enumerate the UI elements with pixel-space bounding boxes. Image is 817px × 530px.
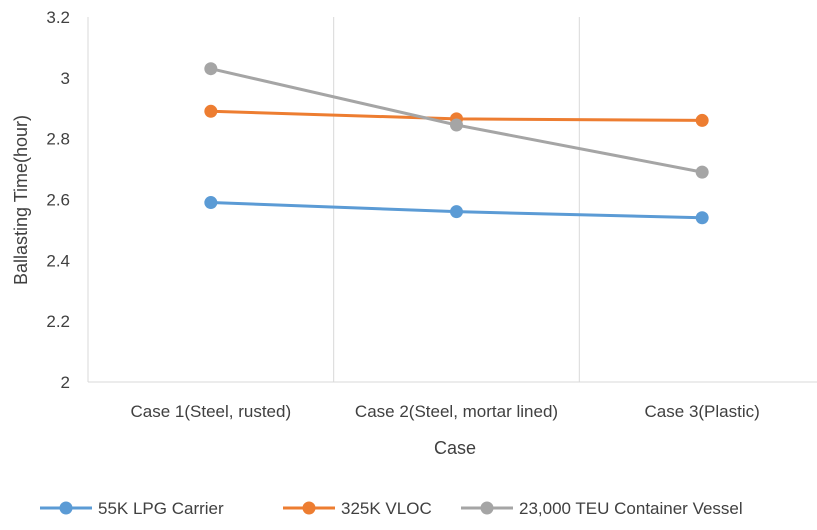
legend-label: 55K LPG Carrier (98, 499, 224, 518)
y-tick-label: 3.2 (46, 8, 70, 27)
x-axis-ticks: Case 1(Steel, rusted) Case 2(Steel, morta… (131, 402, 760, 421)
y-tick-label: 2.4 (46, 251, 70, 270)
x-tick-label: Case 1(Steel, rusted) (131, 402, 292, 421)
data-point (204, 196, 218, 210)
y-tick-label: 2.8 (46, 130, 70, 149)
y-tick-label: 2.6 (46, 191, 70, 210)
data-point (204, 104, 218, 118)
y-axis-title: Ballasting Time(hour) (11, 115, 31, 285)
x-tick-label: Case 3(Plastic) (645, 402, 760, 421)
legend-marker (302, 501, 316, 515)
data-point (450, 205, 463, 219)
y-tick-label: 2 (61, 373, 70, 392)
data-point (695, 211, 709, 225)
x-tick-label: Case 2(Steel, mortar lined) (355, 402, 558, 421)
y-axis-ticks: 2 2.2 2.4 2.6 2.8 3 3.2 (46, 8, 70, 392)
data-point (695, 165, 709, 179)
data-point (695, 113, 709, 127)
legend-label: 23,000 TEU Container Vessel (519, 499, 743, 518)
legend: 55K LPG Carrier 325K VLOC 23,000 TEU Conta… (40, 499, 743, 518)
legend-marker (480, 501, 494, 515)
legend-marker (59, 501, 73, 515)
y-tick-label: 2.2 (46, 312, 70, 331)
y-tick-label: 3 (61, 69, 70, 88)
grid (87, 17, 817, 383)
series-group (204, 62, 709, 225)
data-point (204, 62, 218, 76)
data-point (450, 118, 463, 132)
x-axis-title: Case (434, 438, 476, 458)
legend-label: 325K VLOC (341, 499, 432, 518)
